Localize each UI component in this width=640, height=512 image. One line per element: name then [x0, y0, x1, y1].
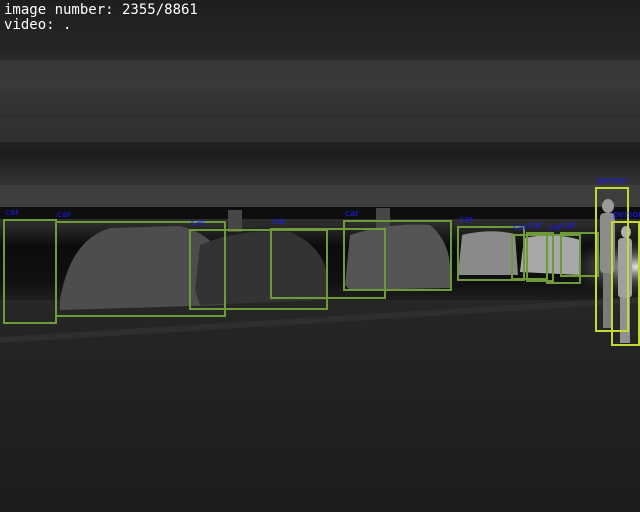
detection-box-person[interactable]: person	[611, 210, 640, 346]
detection-label: car	[513, 223, 528, 233]
detection-box-car[interactable]: car	[270, 217, 386, 299]
parking-pillar	[376, 208, 390, 230]
parked-car-silhouette	[60, 226, 225, 310]
parked-car-silhouette	[345, 224, 450, 290]
parked-car-silhouette	[458, 231, 518, 275]
detection-box-car[interactable]: car	[526, 221, 554, 282]
parking-pillar	[228, 210, 242, 232]
detection-box-car[interactable]: car	[457, 215, 525, 281]
detection-label: car	[5, 208, 20, 218]
parked-car-silhouette	[520, 235, 580, 275]
ceiling-band	[0, 118, 640, 142]
detection-box-car[interactable]: car	[560, 221, 599, 277]
person-legs	[620, 298, 630, 343]
detection-label: car	[459, 215, 474, 225]
detection-label: car	[562, 221, 577, 231]
detection-box-car[interactable]: car	[343, 209, 452, 291]
detection-label: person	[613, 210, 640, 220]
detection-label: car	[57, 210, 72, 220]
detection-label: person	[597, 176, 628, 186]
detection-label: car	[548, 223, 563, 233]
image-number-readout: image number: 2355/8861	[4, 2, 198, 18]
parked-car-silhouette	[195, 231, 326, 305]
person-head	[602, 199, 614, 213]
video-readout: video: .	[4, 17, 72, 33]
detection-label: car	[345, 209, 360, 219]
detection-box-car[interactable]: car	[546, 223, 581, 284]
ceiling-beam	[0, 185, 640, 207]
ceiling-band	[0, 60, 640, 88]
detection-label: car	[191, 218, 206, 228]
detection-box-car[interactable]: car	[55, 210, 226, 317]
detection-box-car[interactable]: car	[189, 218, 328, 310]
detection-label: car	[272, 217, 287, 227]
detection-label: car	[528, 221, 543, 231]
person-legs	[603, 273, 613, 328]
detection-box-car[interactable]: car	[3, 208, 57, 324]
ceiling-beam-shadow	[0, 207, 640, 219]
